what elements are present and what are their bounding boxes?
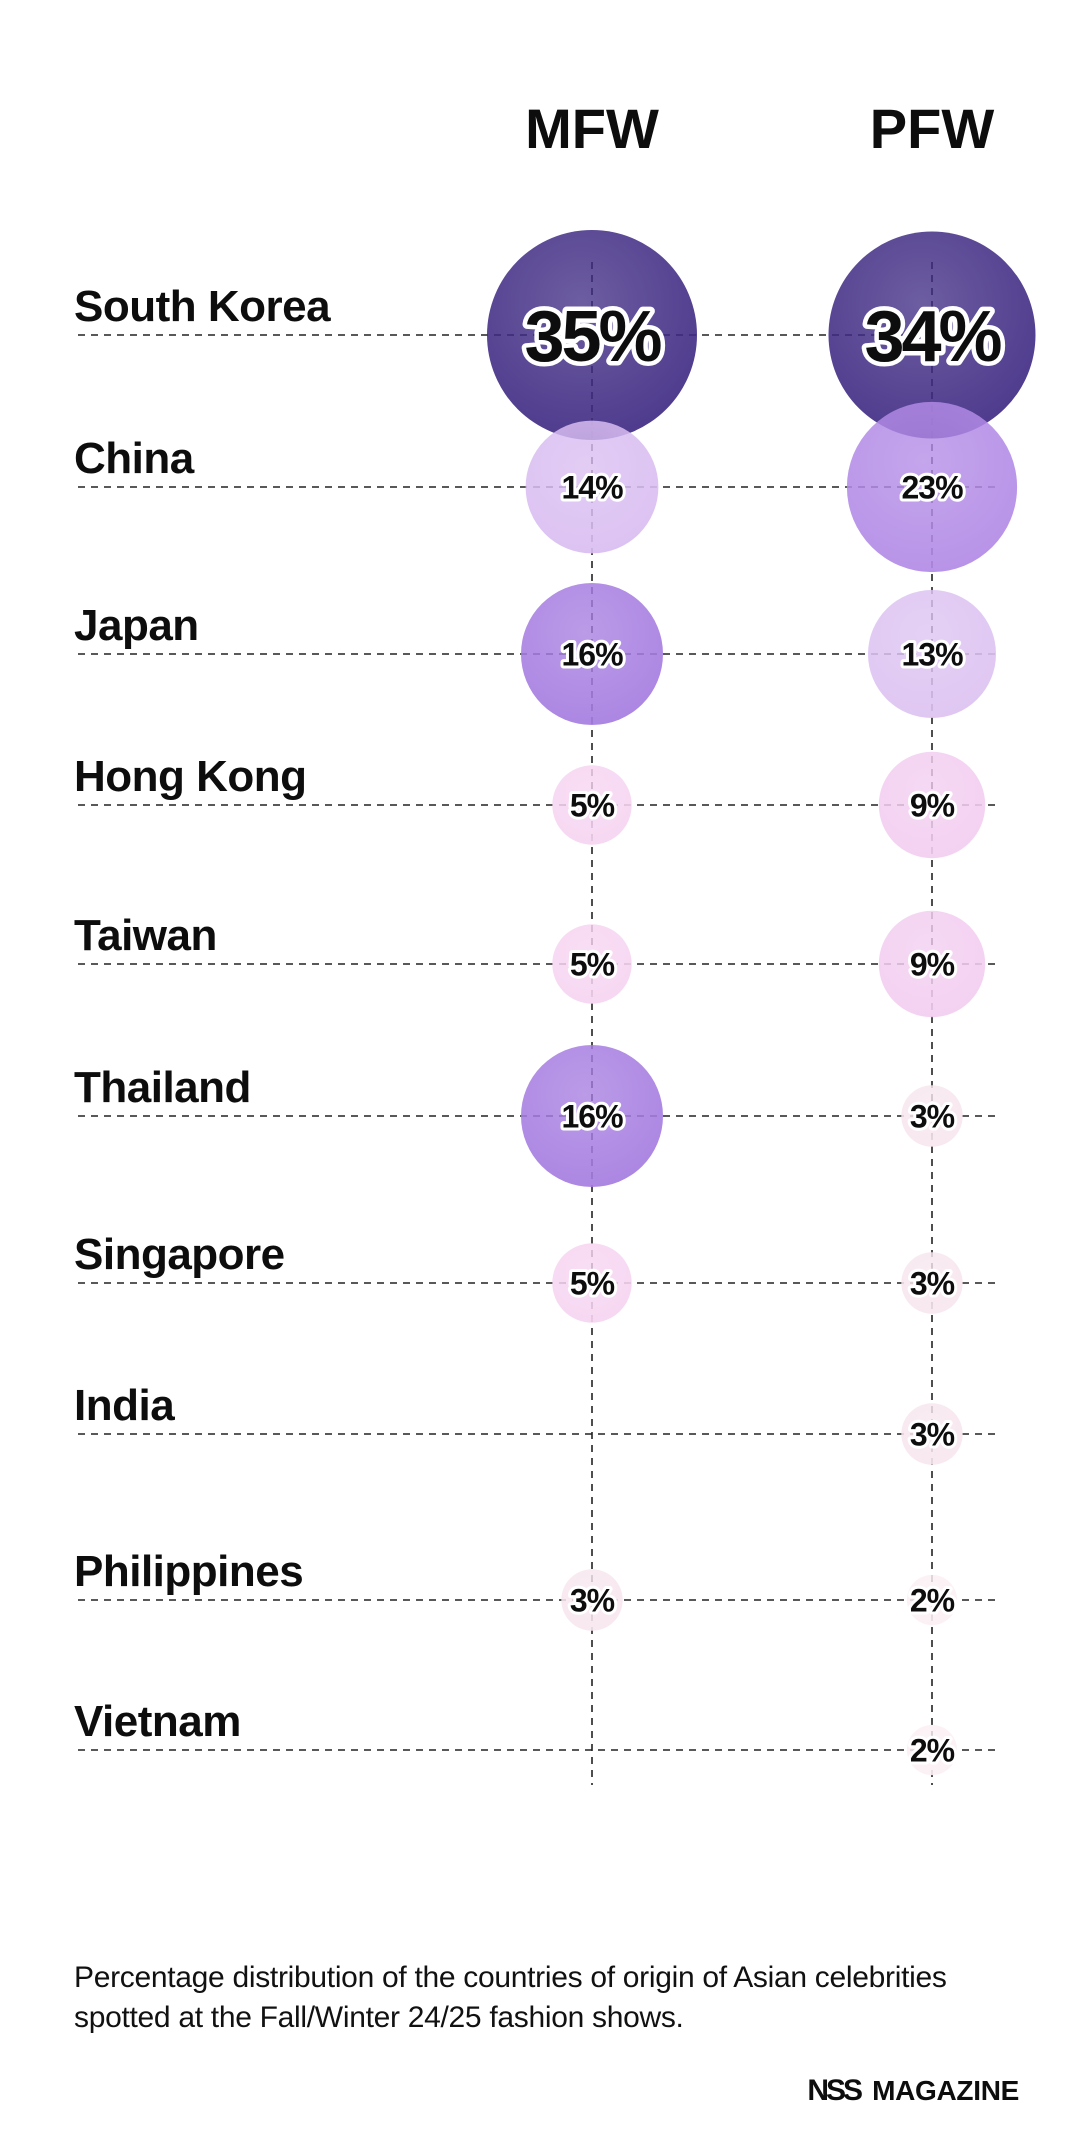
bubble-pfw-hong-kong: 9%	[878, 751, 986, 859]
country-label-taiwan: Taiwan	[74, 911, 217, 960]
bubble-circle	[552, 765, 632, 845]
bubble-value-label: 16%	[561, 637, 623, 673]
bubble-value-label: 3%	[910, 1099, 955, 1135]
bubble-value-label: 3%	[570, 1583, 615, 1619]
bubble-value-label: 3%	[910, 1266, 955, 1302]
country-label-hong-kong: Hong Kong	[74, 752, 307, 801]
bubble-circle	[906, 1574, 958, 1626]
brand-logo: NSS MAGAZINE	[807, 2074, 1019, 2108]
bubble-circle	[525, 420, 659, 554]
bubble-value-label: 2%	[910, 1583, 955, 1619]
bubble-pfw-china: 23%	[846, 401, 1018, 573]
bubble-circle	[521, 1045, 663, 1187]
bubble-value-label: 5%	[570, 947, 615, 983]
bubble-pfw-singapore: 3%	[901, 1252, 963, 1314]
country-label-philippines: Philippines	[74, 1547, 303, 1596]
brand-name: MAGAZINE	[872, 2075, 1019, 2106]
bubble-value-label: 5%	[570, 1266, 615, 1302]
bubble-mfw-philippines: 3%	[561, 1569, 623, 1631]
bubble-circle	[487, 230, 697, 440]
brand-mark: NSS	[807, 2074, 863, 2107]
bubble-circle	[552, 1243, 632, 1323]
country-label-south-korea: South Korea	[74, 282, 331, 331]
country-label-vietnam: Vietnam	[74, 1697, 241, 1746]
country-label-thailand: Thailand	[74, 1063, 251, 1112]
bubble-pfw-taiwan: 9%	[878, 910, 986, 1018]
row-guides	[78, 334, 1000, 1751]
bubble-value-label: 35%	[524, 297, 661, 377]
bubble-pfw-india: 3%	[901, 1403, 963, 1465]
column-header-mfw: MFW	[525, 97, 659, 160]
bubble-pfw-philippines: 2%	[906, 1574, 959, 1626]
bubble-value-label: 23%	[901, 470, 963, 506]
bubble-value-label: 34%	[864, 297, 1001, 377]
bubble-circle	[878, 751, 986, 859]
bubble-value-label: 9%	[910, 947, 955, 983]
bubble-circle	[846, 401, 1018, 573]
bubble-value-label: 5%	[570, 788, 615, 824]
bubble-mfw-hong-kong: 5%	[552, 765, 632, 845]
country-label-singapore: Singapore	[74, 1230, 285, 1279]
bubble-value-label: 13%	[901, 637, 963, 673]
bubble-mfw-taiwan: 5%	[552, 924, 632, 1004]
column-headers: MFW PFW	[525, 97, 994, 160]
bubble-circle	[901, 1252, 963, 1314]
bubble-value-label: 14%	[561, 470, 623, 506]
bubble-circle	[561, 1569, 623, 1631]
bubble-value-label: 2%	[910, 1733, 955, 1769]
bubble-circle	[901, 1403, 963, 1465]
bubble-circle	[828, 231, 1036, 439]
bubble-value-label: 16%	[561, 1099, 623, 1135]
bubble-pfw-thailand: 3%	[901, 1085, 963, 1147]
bubble-mfw-thailand: 16%	[521, 1045, 663, 1187]
bubble-mfw-china: 14%	[525, 420, 659, 554]
bubble-mfw-south-korea: 35%	[487, 230, 697, 440]
bubble-pfw-japan: 13%	[868, 590, 996, 718]
bubble-circle	[552, 924, 632, 1004]
country-label-japan: Japan	[74, 601, 199, 650]
bubble-pfw-vietnam: 2%	[906, 1724, 959, 1776]
bubble-circle	[901, 1085, 963, 1147]
country-label-china: China	[74, 434, 195, 483]
bubble-value-label: 9%	[910, 788, 955, 824]
chart-caption: Percentage distribution of the countries…	[74, 1961, 947, 2034]
column-header-pfw: PFW	[870, 97, 995, 160]
bubble-mfw-japan: 16%	[521, 583, 663, 725]
bubble-value-label: 3%	[910, 1417, 955, 1453]
bubble-circle	[878, 910, 986, 1018]
bubble-circle	[906, 1724, 958, 1776]
country-label-india: India	[74, 1381, 175, 1430]
bubbles: 35% 14% 16% 5% 5% 16% 5% 3% 34% 23% 13% 9% 9% 3% 3% 3% 2…	[487, 230, 1036, 1776]
bubble-pfw-south-korea: 34%	[828, 231, 1036, 439]
bubble-mfw-singapore: 5%	[552, 1243, 632, 1323]
bubble-circle	[868, 590, 996, 718]
country-labels: South Korea China Japan Hong Kong Taiwan Thai…	[74, 282, 332, 1746]
bubble-circle	[521, 583, 663, 725]
